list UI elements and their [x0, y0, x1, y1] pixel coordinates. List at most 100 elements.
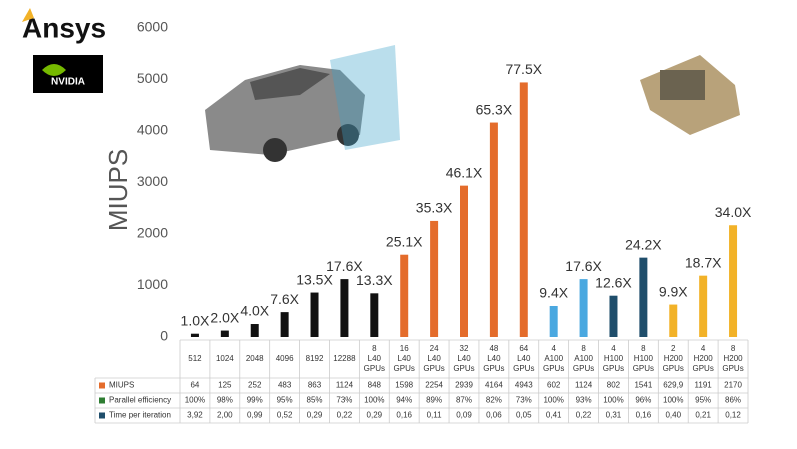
speedup-label: 24.2X	[625, 236, 662, 252]
bar	[609, 295, 618, 337]
category-label: 512	[188, 354, 202, 363]
bar	[250, 324, 259, 337]
y-axis-label: MIUPS	[103, 149, 133, 231]
table-cell: 0,06	[486, 411, 502, 420]
table-cell: 64	[190, 381, 199, 390]
category-label: 12288	[333, 354, 356, 363]
speedup-label: 17.6X	[565, 258, 602, 274]
nvidia-logo: NVIDIA	[51, 77, 85, 88]
table-cell: 1191	[695, 381, 713, 390]
table-cell: 94%	[396, 396, 412, 405]
category-label: 2048	[246, 354, 264, 363]
category-label: 8 H100 GPUs	[633, 344, 654, 373]
nvidia-logo-box	[33, 55, 103, 93]
speedup-label: 12.6X	[595, 274, 632, 290]
row-label: MIUPS	[109, 381, 134, 390]
table-cell: 0,29	[307, 411, 323, 420]
table-cell: 1124	[336, 381, 354, 390]
table-cell: 252	[248, 381, 262, 390]
car-image	[205, 45, 400, 162]
table-cell: 73%	[336, 396, 352, 405]
table-cell: 0,09	[456, 411, 472, 420]
table-cell: 0,11	[427, 411, 443, 420]
table-cell: 73%	[516, 396, 532, 405]
table-cell: 100%	[364, 396, 384, 405]
speedup-label: 9.9X	[659, 283, 688, 299]
bar	[310, 292, 319, 337]
table-cell: 2,00	[217, 411, 233, 420]
y-tick-label: 0	[160, 328, 168, 344]
bar	[400, 254, 409, 337]
table-cell: 2254	[425, 381, 443, 390]
table-cell: 4943	[515, 381, 533, 390]
bar	[699, 275, 708, 337]
row-label: Parallel efficiency	[109, 396, 171, 405]
y-tick-label: 3000	[137, 173, 168, 189]
table-cell: 86%	[725, 396, 741, 405]
speedup-label: 9.4X	[539, 285, 568, 301]
table-cell: 0,16	[636, 411, 652, 420]
nvidia-eye	[42, 64, 66, 76]
table-cell: 0,52	[277, 411, 293, 420]
table-cell: 98%	[217, 396, 233, 405]
category-label: 1024	[216, 354, 234, 363]
row-legend-swatch	[99, 382, 105, 389]
table-cell: 1124	[575, 381, 593, 390]
speedup-label: 65.3X	[476, 101, 513, 117]
bar	[190, 333, 199, 337]
category-label: 32 L40 GPUs	[453, 344, 474, 373]
speedup-label: 2.0X	[210, 309, 239, 325]
speedup-label: 1.0X	[181, 312, 210, 328]
table-cell: 0,21	[695, 411, 711, 420]
table-cell: 125	[218, 381, 232, 390]
table-cell: 82%	[486, 396, 502, 405]
y-tick-label: 5000	[137, 70, 168, 86]
speedup-label: 25.1X	[386, 233, 423, 249]
category-label: 4096	[276, 354, 294, 363]
row-legend-swatch	[99, 412, 105, 419]
bar	[220, 330, 229, 337]
bar	[639, 257, 648, 337]
table-cell: 100%	[543, 396, 563, 405]
ansys-logo: Ansys	[22, 12, 106, 43]
table-cell: 863	[308, 381, 322, 390]
table-cell: 93%	[576, 396, 592, 405]
table-cell: 0,99	[247, 411, 263, 420]
table-cell: 0,05	[516, 411, 532, 420]
speedup-label: 17.6X	[326, 258, 363, 274]
category-label: 2 H200 GPUs	[663, 344, 684, 373]
bar	[280, 312, 289, 337]
table-cell: 1541	[634, 381, 652, 390]
category-label: 4 H200 GPUs	[692, 344, 713, 373]
table-cell: 0,41	[546, 411, 562, 420]
table-cell: 802	[607, 381, 621, 390]
bar	[460, 185, 468, 337]
y-tick-label: 6000	[137, 19, 168, 35]
table-cell: 0,31	[606, 411, 622, 420]
category-label: 16 L40 GPUs	[394, 344, 415, 373]
table-cell: 95%	[695, 396, 711, 405]
speedup-label: 35.3X	[416, 200, 453, 216]
bar	[340, 279, 349, 337]
table-cell: 100%	[185, 396, 205, 405]
table-cell: 1598	[395, 381, 413, 390]
table-cell: 85%	[307, 396, 323, 405]
speedup-label: 34.0X	[715, 204, 752, 220]
speedup-label: 4.0X	[240, 303, 269, 319]
category-label: 8 H200 GPUs	[722, 344, 743, 373]
bar	[549, 305, 558, 337]
table-cell: 89%	[426, 396, 442, 405]
bar	[669, 304, 678, 337]
bar	[430, 220, 439, 337]
category-label: 64 L40 GPUs	[513, 344, 534, 373]
speedup-label: 46.1X	[446, 164, 483, 180]
gpu-image	[640, 55, 740, 135]
bar	[489, 122, 498, 337]
category-label: 8 L40 GPUs	[364, 344, 385, 373]
table-cell: 87%	[456, 396, 472, 405]
category-label: 8 A100 GPUs	[573, 344, 594, 373]
table-cell: 99%	[247, 396, 263, 405]
table-cell: 100%	[663, 396, 683, 405]
table-cell: 0,40	[665, 411, 681, 420]
